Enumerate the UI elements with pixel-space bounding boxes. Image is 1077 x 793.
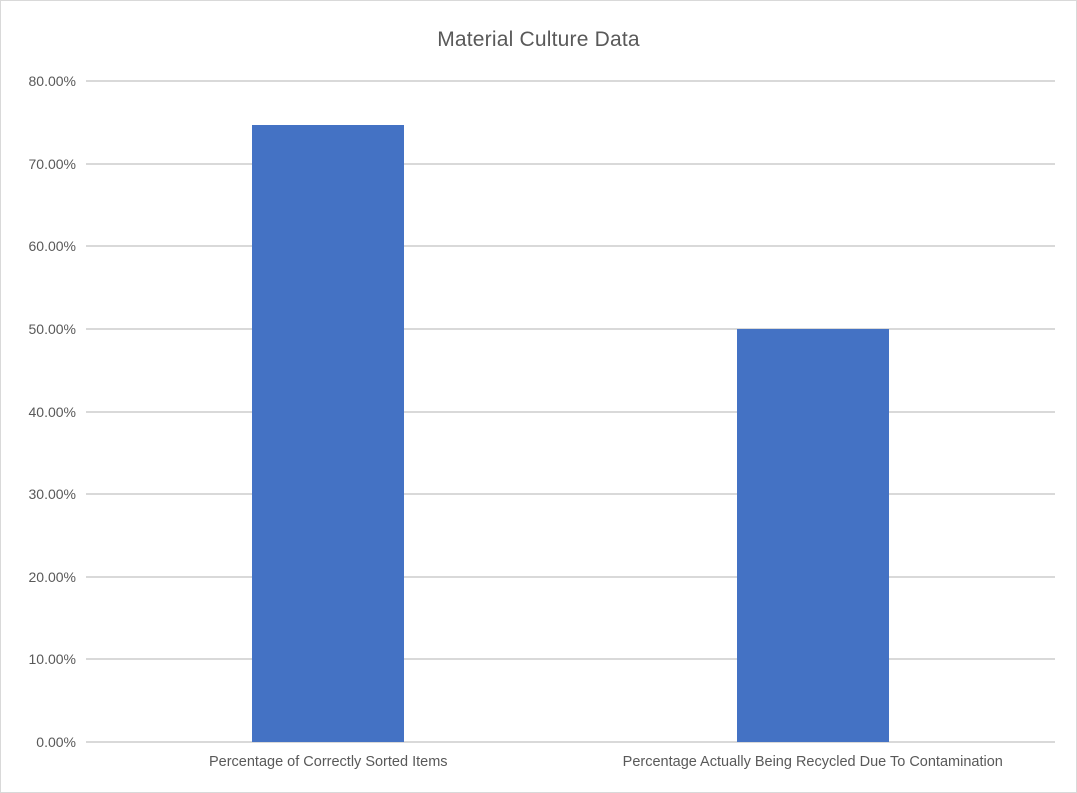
x-axis-category-label: Percentage of Correctly Sorted Items	[208, 754, 448, 770]
gridline	[86, 741, 1055, 743]
y-axis-tick-label: 0.00%	[36, 734, 76, 750]
chart-title: Material Culture Data	[437, 28, 640, 51]
gridline	[86, 575, 1055, 578]
y-axis-tick-label: 70.00%	[28, 155, 76, 172]
bar-series-1-item-2	[736, 328, 889, 742]
gridline	[86, 327, 1055, 330]
gridline	[86, 162, 1055, 165]
gridline	[86, 410, 1055, 413]
y-axis-tick-label: 10.00%	[28, 651, 76, 668]
y-axis-tick-label: 40.00%	[28, 403, 76, 420]
x-axis-category-label: Percentage Actually Being Recycled Due T…	[622, 754, 1003, 770]
bar-series-1-item-1	[252, 124, 405, 742]
gridline	[86, 658, 1055, 661]
y-axis-tick-label: 60.00%	[28, 238, 76, 255]
y-axis-tick-label: 50.00%	[28, 320, 76, 337]
gridline	[86, 493, 1055, 496]
y-axis-tick-label: 30.00%	[28, 486, 76, 503]
y-axis-tick-label: 80.00%	[28, 73, 76, 89]
gridline	[86, 245, 1055, 248]
gridline	[86, 80, 1055, 82]
plot-area: 0.00% 10.00% 20.00% 30.00% 40.00% 50.00% 60.00…	[29, 73, 1055, 770]
y-axis-tick-label: 20.00%	[28, 568, 76, 585]
